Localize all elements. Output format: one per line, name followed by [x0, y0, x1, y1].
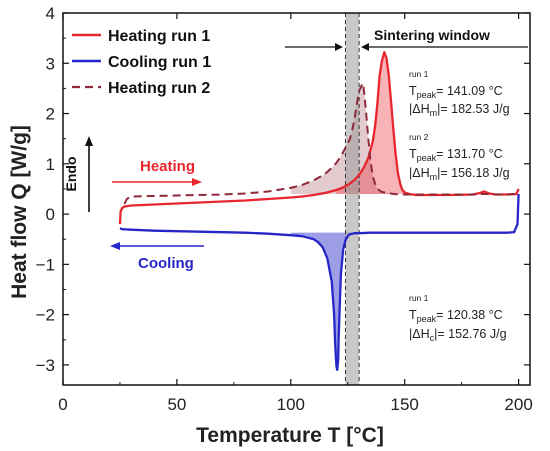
heat2-h-label: |ΔH [409, 166, 430, 180]
heat1-h-sub: m [430, 108, 438, 118]
cool1-h-label: |ΔH [409, 327, 430, 341]
heating-run-1-peak-annotation: run 1 Tpeak= 141.09 °C |ΔHm|= 182.53 J/g [409, 69, 510, 118]
arrow-right-head-icon [335, 43, 343, 51]
x-axis-title: Temperature T [°C] [196, 424, 384, 447]
endo-arrow-head-icon [85, 136, 93, 146]
heating-run-1-peak-area [336, 52, 410, 194]
legend-label-heating-run-2: Heating run 2 [108, 80, 210, 97]
x-tick-label: 50 [167, 395, 186, 414]
heat2-run-label: run 2 [409, 132, 429, 142]
heat1-run-label: run 1 [409, 69, 429, 79]
heat2-t-value: = 131.70 °C [436, 147, 503, 161]
cool1-run-label: run 1 [409, 293, 429, 303]
cool1-t-value: = 120.38 °C [436, 308, 503, 322]
heat1-t-label: T [409, 84, 417, 98]
cooling-annotation: Cooling [110, 242, 204, 272]
heat2-enthalpy: |ΔHm|= 156.18 J/g [409, 166, 510, 182]
heating-run-2-peak-area [290, 83, 394, 194]
sintering-window-label-bg [370, 25, 500, 43]
heat2-tpeak: Tpeak= 131.70 °C [409, 147, 503, 163]
cool1-t-sub: peak [417, 314, 437, 324]
cooling-arrow-head-icon [110, 242, 120, 250]
cool1-h-sub: c [430, 333, 435, 343]
heat1-t-value: = 141.09 °C [436, 84, 503, 98]
sintering-window-band [344, 13, 360, 385]
cooling-label: Cooling [138, 255, 194, 272]
heating-annotation: Heating [112, 158, 202, 186]
y-tick-label: −1 [36, 255, 55, 274]
heat1-t-sub: peak [417, 90, 437, 100]
heat1-h-value: |= 182.53 J/g [437, 102, 509, 116]
y-tick-label: 1 [46, 155, 55, 174]
endo-label: Endo [63, 157, 79, 192]
series-line-heating-run-1 [118, 51, 520, 225]
heat1-h-label: |ΔH [409, 102, 430, 116]
axis-ticks: 0 50 100 150 200 −3 −2 −1 0 1 2 3 4 [36, 4, 533, 414]
y-tick-label: 2 [46, 105, 55, 124]
heat1-tpeak: Tpeak= 141.09 °C [409, 84, 503, 100]
heat2-h-sub: m [430, 172, 438, 182]
sintering-window-label: Sintering window [374, 27, 490, 43]
y-tick-label: −3 [36, 356, 55, 375]
heating-run-2-peak-annotation: run 2 Tpeak= 131.70 °C |ΔHm|= 156.18 J/g [409, 132, 510, 182]
endo-annotation: Endo [63, 136, 93, 212]
heat1-enthalpy: |ΔHm|= 182.53 J/g [409, 102, 510, 118]
heat2-t-label: T [409, 147, 417, 161]
cooling-run-1-peak-annotation: run 1 Tpeak= 120.38 °C |ΔHc|= 152.76 J/g [409, 293, 507, 343]
y-tick-label: 4 [46, 4, 55, 23]
y-tick-label: 0 [46, 205, 55, 224]
sintering-window-annotation: Sintering window [285, 25, 528, 51]
y-tick-label: −2 [36, 306, 55, 325]
x-tick-label: 200 [504, 395, 532, 414]
series-line-heating-run-2 [123, 82, 517, 205]
y-tick-label: 3 [46, 54, 55, 73]
arrow-left-head-icon [361, 43, 369, 51]
legend-label-cooling-run-1: Cooling run 1 [108, 54, 211, 71]
plot-frame [62, 12, 531, 386]
x-tick-label: 0 [58, 395, 67, 414]
series-line-cooling-run-1 [119, 193, 520, 372]
series-lines [118, 51, 520, 372]
sintering-window-rect [345, 13, 360, 385]
cool1-enthalpy: |ΔHc|= 152.76 J/g [409, 327, 507, 343]
cool1-t-label: T [409, 308, 417, 322]
peak-area-fills [290, 52, 410, 370]
cool1-tpeak: Tpeak= 120.38 °C [409, 308, 503, 324]
heating-arrow-head-icon [192, 178, 202, 186]
legend-label-heating-run-1: Heating run 1 [108, 28, 210, 45]
heat2-t-sub: peak [417, 153, 437, 163]
heating-label: Heating [140, 158, 195, 175]
heat2-h-value: |= 156.18 J/g [437, 166, 509, 180]
legend: Heating run 1 Cooling run 1 Heating run … [72, 28, 211, 97]
cool1-h-value: |= 152.76 J/g [434, 327, 506, 341]
x-tick-label: 150 [391, 395, 419, 414]
x-tick-label: 100 [277, 395, 305, 414]
y-axis-title: Heat flow Q [W/g] [8, 125, 31, 299]
